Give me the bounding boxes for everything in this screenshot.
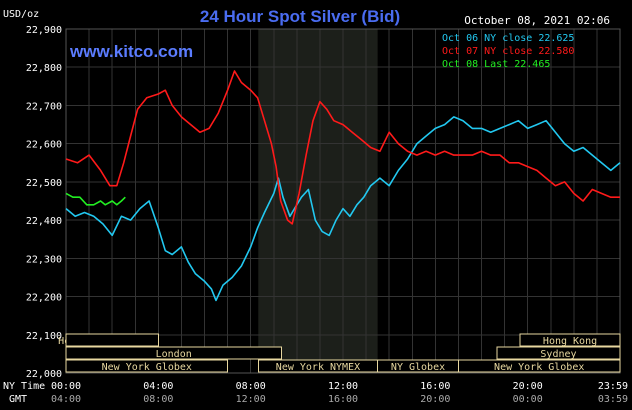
session-right-box <box>457 359 621 373</box>
x-tick-gmt: 04:00 <box>51 394 81 405</box>
legend-entry-oct07: Oct 07 NY close 22.580 <box>442 46 574 57</box>
timestamp: October 08, 2021 02:06 <box>464 14 610 27</box>
ny-time-label: NY Time <box>3 381 45 392</box>
y-axis-ticks: 22,000 22,100 22,200 22,300 22,400 22,500 22,6… <box>26 25 62 380</box>
session-left-box <box>65 346 282 360</box>
y-tick-label: 22,600 <box>26 140 62 151</box>
series-layer <box>65 70 621 302</box>
session-left-label: New York Globex <box>102 362 192 373</box>
x-tick-ny: 04:00 <box>143 381 173 392</box>
series-line-0 <box>65 116 621 302</box>
nymex-shaded-region <box>258 29 378 373</box>
y-tick-label: 22,700 <box>26 101 62 112</box>
legend-entry-oct06: Oct 06 NY close 22.625 <box>442 33 574 44</box>
series-line-2 <box>65 192 126 206</box>
x-tick-gmt: 00:00 <box>513 394 543 405</box>
y-tick-label: 22,000 <box>26 369 62 380</box>
session-right-box <box>496 346 621 360</box>
x-axis-ticks: 00:00 04:00 04:00 08:00 08:00 12:00 12:00 16:00… <box>51 381 628 405</box>
session-right-label: New York Globex <box>494 362 584 373</box>
x-tick-ny: 23:59 <box>598 381 628 392</box>
x-tick-ny: 00:00 <box>51 381 81 392</box>
y-tick-label: 22,900 <box>26 25 62 36</box>
session-left-label: London <box>156 349 192 360</box>
y-tick-label: 22,800 <box>26 63 62 74</box>
session-left-label: New York NYMEX <box>276 362 360 373</box>
chart-title: 24 Hour Spot Silver (Bid) <box>200 7 400 26</box>
x-tick-ny: 08:00 <box>236 381 266 392</box>
x-tick-gmt: 12:00 <box>236 394 266 405</box>
x-tick-gmt: 16:00 <box>328 394 358 405</box>
x-tick-ny: 16:00 <box>420 381 450 392</box>
sessions-right: Hong Kong Sydney New York Globex <box>457 333 621 373</box>
x-tick-gmt: 03:59 <box>598 394 628 405</box>
x-tick-ny: 12:00 <box>328 381 358 392</box>
gmt-label: GMT <box>9 394 27 405</box>
x-tick-gmt: 08:00 <box>143 394 173 405</box>
y-tick-label: 22,500 <box>26 178 62 189</box>
y-tick-label: 22,200 <box>26 293 62 304</box>
session-right-label: Hong Kong <box>543 336 597 347</box>
watermark: www.kitco.com <box>69 42 193 61</box>
y-tick-label: 22,100 <box>26 331 62 342</box>
grid-lines <box>65 28 621 374</box>
plot-frame <box>65 28 621 374</box>
x-tick-gmt: 20:00 <box>420 394 450 405</box>
session-left-label: NY Globex <box>391 362 445 373</box>
y-tick-label: 22,400 <box>26 216 62 227</box>
session-left-box <box>65 359 229 373</box>
session-left-box <box>65 333 159 347</box>
session-right-label: Sydney <box>540 349 576 360</box>
session-right-box <box>519 333 621 347</box>
unit-label: USD/oz <box>3 9 39 20</box>
x-tick-ny: 20:00 <box>513 381 543 392</box>
series-line-1 <box>65 70 620 225</box>
legend: Oct 06 NY close 22.625 Oct 07 NY close 2… <box>442 33 574 70</box>
legend-entry-oct08: Oct 08 Last 22.465 <box>442 59 550 70</box>
y-tick-label: 22,300 <box>26 254 62 265</box>
